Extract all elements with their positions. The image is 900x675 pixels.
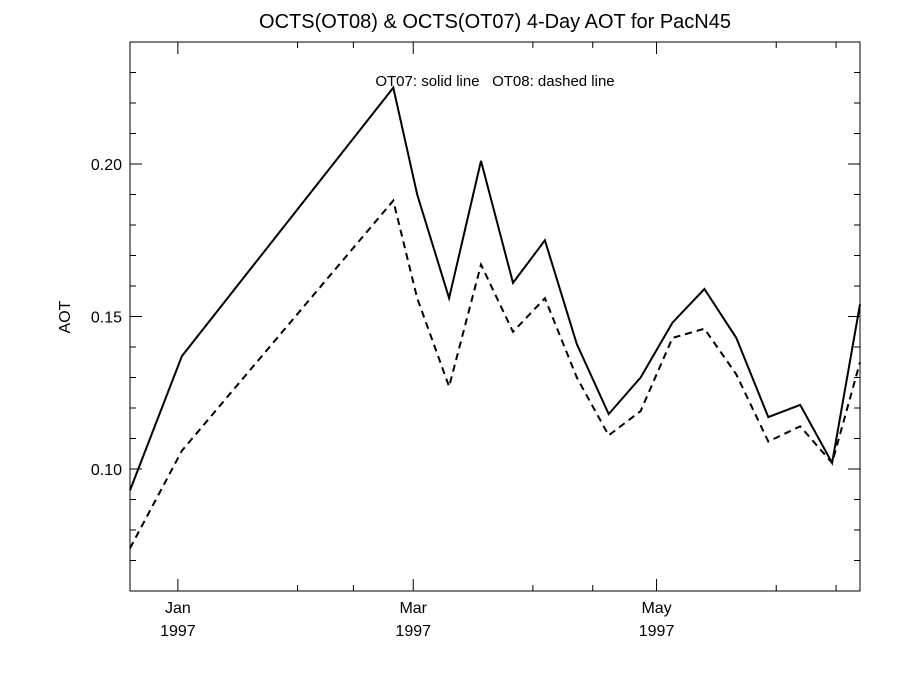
x-tick-label-year: 1997 — [639, 623, 675, 640]
y-tick-label: 0.20 — [91, 157, 122, 174]
y-axis-label: AOT — [57, 300, 74, 333]
y-tick-label: 0.10 — [91, 462, 122, 479]
chart-annotation: OT07: solid line OT08: dashed line — [375, 73, 614, 90]
x-tick-label-year: 1997 — [395, 623, 431, 640]
series-line-ot08 — [129, 198, 861, 549]
plot-frame — [129, 41, 861, 592]
x-tick-label-month: Mar — [399, 600, 427, 617]
series-line-ot07 — [129, 85, 861, 491]
axis-ticks: 0.10 0.15 0.20 Jan 1997 Mar 1997 May 1997 — [91, 42, 860, 640]
y-tick-label: 0.15 — [91, 310, 122, 327]
chart-title: OCTS(OT08) & OCTS(OT07) 4-Day AOT for Pa… — [259, 11, 731, 33]
x-tick-label-year: 1997 — [160, 623, 196, 640]
series-lines — [129, 85, 861, 549]
x-tick-label-month: May — [641, 600, 671, 617]
x-tick-label-month: Jan — [165, 600, 191, 617]
